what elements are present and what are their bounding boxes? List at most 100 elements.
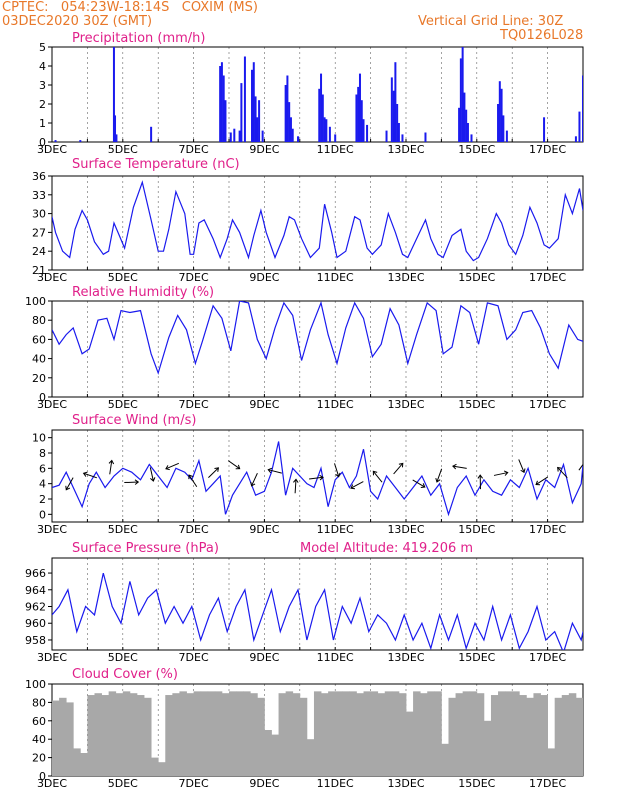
header-date: 03DEC2020 30Z (GMT) <box>2 14 153 29</box>
precip-bar <box>150 126 153 142</box>
cloud-cover-bar <box>285 691 294 776</box>
precip-bar <box>289 117 292 142</box>
precip-bar <box>394 62 397 142</box>
wind-arrow-shaft <box>412 479 426 488</box>
cloud-cover-bar <box>165 695 173 776</box>
wind-arrow-head <box>452 463 457 470</box>
wind-arrow-head <box>319 474 324 481</box>
cloud-cover-bar <box>122 691 131 776</box>
precip-bar <box>54 140 57 142</box>
y-tick-label: 962 <box>25 601 46 614</box>
precip-bar <box>229 132 232 142</box>
precip-bar <box>366 124 369 142</box>
cloud-cover-bar <box>257 697 265 776</box>
precip-bar <box>465 109 468 142</box>
wind-arrow <box>82 471 98 479</box>
wind-arrow-head <box>435 477 441 483</box>
cloud-cover-bar <box>80 753 88 776</box>
precip-bar <box>233 128 236 142</box>
cloud-cover-bar <box>533 693 541 776</box>
y-tick-label: 60 <box>32 333 46 346</box>
y-tick-label: 24 <box>32 245 46 258</box>
wind-arrow <box>227 460 241 470</box>
wind-arrow <box>578 463 583 471</box>
x-tick-label: 17DEC <box>529 271 566 284</box>
series-group <box>52 572 583 650</box>
wind-arrow <box>65 477 74 491</box>
panel-temp: 21 24 27 30 33 36 3DEC 5DEC 7DEC 9DEC 11DEC 13DEC 15… <box>32 157 584 284</box>
x-tick-label: 13DEC <box>387 143 424 156</box>
y-tick-label: 100 <box>25 678 46 691</box>
cloud-cover-bar <box>243 691 251 776</box>
x-tick-label: 7DEC <box>179 398 209 411</box>
y-tick-label: 2 <box>39 493 46 506</box>
cloud-cover-bar <box>455 693 464 776</box>
cloud-cover-bar <box>462 691 471 776</box>
precip-bar <box>79 140 82 142</box>
precip-bar <box>251 69 254 142</box>
precip-bar <box>261 130 264 142</box>
x-tick-label: 9DEC <box>249 651 279 664</box>
cloud-cover-bar <box>271 734 279 776</box>
wind-arrow <box>518 459 526 474</box>
precip-bar <box>254 96 257 142</box>
precip-bar <box>220 62 223 142</box>
precip-bar <box>112 47 115 142</box>
y-tick-label: 3 <box>39 79 46 92</box>
precip-bar <box>256 117 259 142</box>
x-tick-label: 17DEC <box>529 523 566 536</box>
x-tick-label: 9DEC <box>249 777 279 790</box>
series-group <box>52 691 583 776</box>
rh-line <box>52 301 583 375</box>
cloud-cover-bar <box>420 693 428 776</box>
x-tick-label: 15DEC <box>458 143 495 156</box>
wind-arrow-shaft <box>83 472 98 479</box>
precip-bar <box>243 56 246 142</box>
cloud-cover-bar <box>540 695 548 776</box>
cloud-cover-bar <box>200 691 209 776</box>
series-group <box>52 301 583 375</box>
wind-arrow-head <box>398 462 404 468</box>
wind-arrow-shaft <box>350 481 364 489</box>
wind-line <box>52 441 583 517</box>
precip-bar <box>240 83 243 142</box>
precip-bar <box>390 77 393 142</box>
x-tick-label: 3DEC <box>37 777 67 790</box>
precip-bar <box>498 81 501 142</box>
wind-arrow-shaft <box>578 463 583 471</box>
cloud-cover-bar <box>158 762 166 776</box>
x-tick-label: 3DEC <box>37 523 67 536</box>
cloud-cover-bar <box>342 691 350 776</box>
wind-arrow-shaft <box>436 468 443 483</box>
precip-bar <box>318 88 321 142</box>
precip-bar <box>334 134 337 142</box>
cloud-cover-bar <box>483 720 492 776</box>
x-tick-label: 15DEC <box>458 523 495 536</box>
cloud-cover-bar <box>441 743 449 776</box>
wind-arrow-head <box>235 464 241 470</box>
precip-bar <box>224 100 227 142</box>
wind-arrow-shaft <box>208 467 219 479</box>
cloud-cover-bar <box>186 693 194 776</box>
precip-bar <box>470 134 473 142</box>
y-tick-label: 10 <box>32 432 46 445</box>
precip-bar <box>284 85 287 142</box>
wind-arrow-head <box>250 481 256 487</box>
cloud-cover-bar <box>349 691 357 776</box>
y-tick-label: 4 <box>39 60 46 73</box>
wind-arrow <box>165 462 179 471</box>
precip-bar <box>362 119 365 142</box>
x-tick-label: 9DEC <box>249 143 279 156</box>
y-tick-label: 960 <box>25 617 46 630</box>
precip-bar <box>461 47 464 142</box>
panel-rh: 0 20 40 60 80 100 3DEC 5DEC 7DEC 9DEC 11DEC 13DEC 15… <box>25 285 584 411</box>
wind-arrow <box>393 462 404 475</box>
wind-arrow-shaft <box>149 467 154 482</box>
wind-arrow-head <box>108 459 115 465</box>
wind-arrow-shaft <box>124 481 139 484</box>
y-tick-label: 1 <box>39 117 46 130</box>
header-model-id: TQ0126L028 <box>500 28 584 43</box>
x-tick-label: 13DEC <box>387 777 424 790</box>
cloud-cover-bar <box>413 691 421 776</box>
precip-bar <box>355 94 358 142</box>
